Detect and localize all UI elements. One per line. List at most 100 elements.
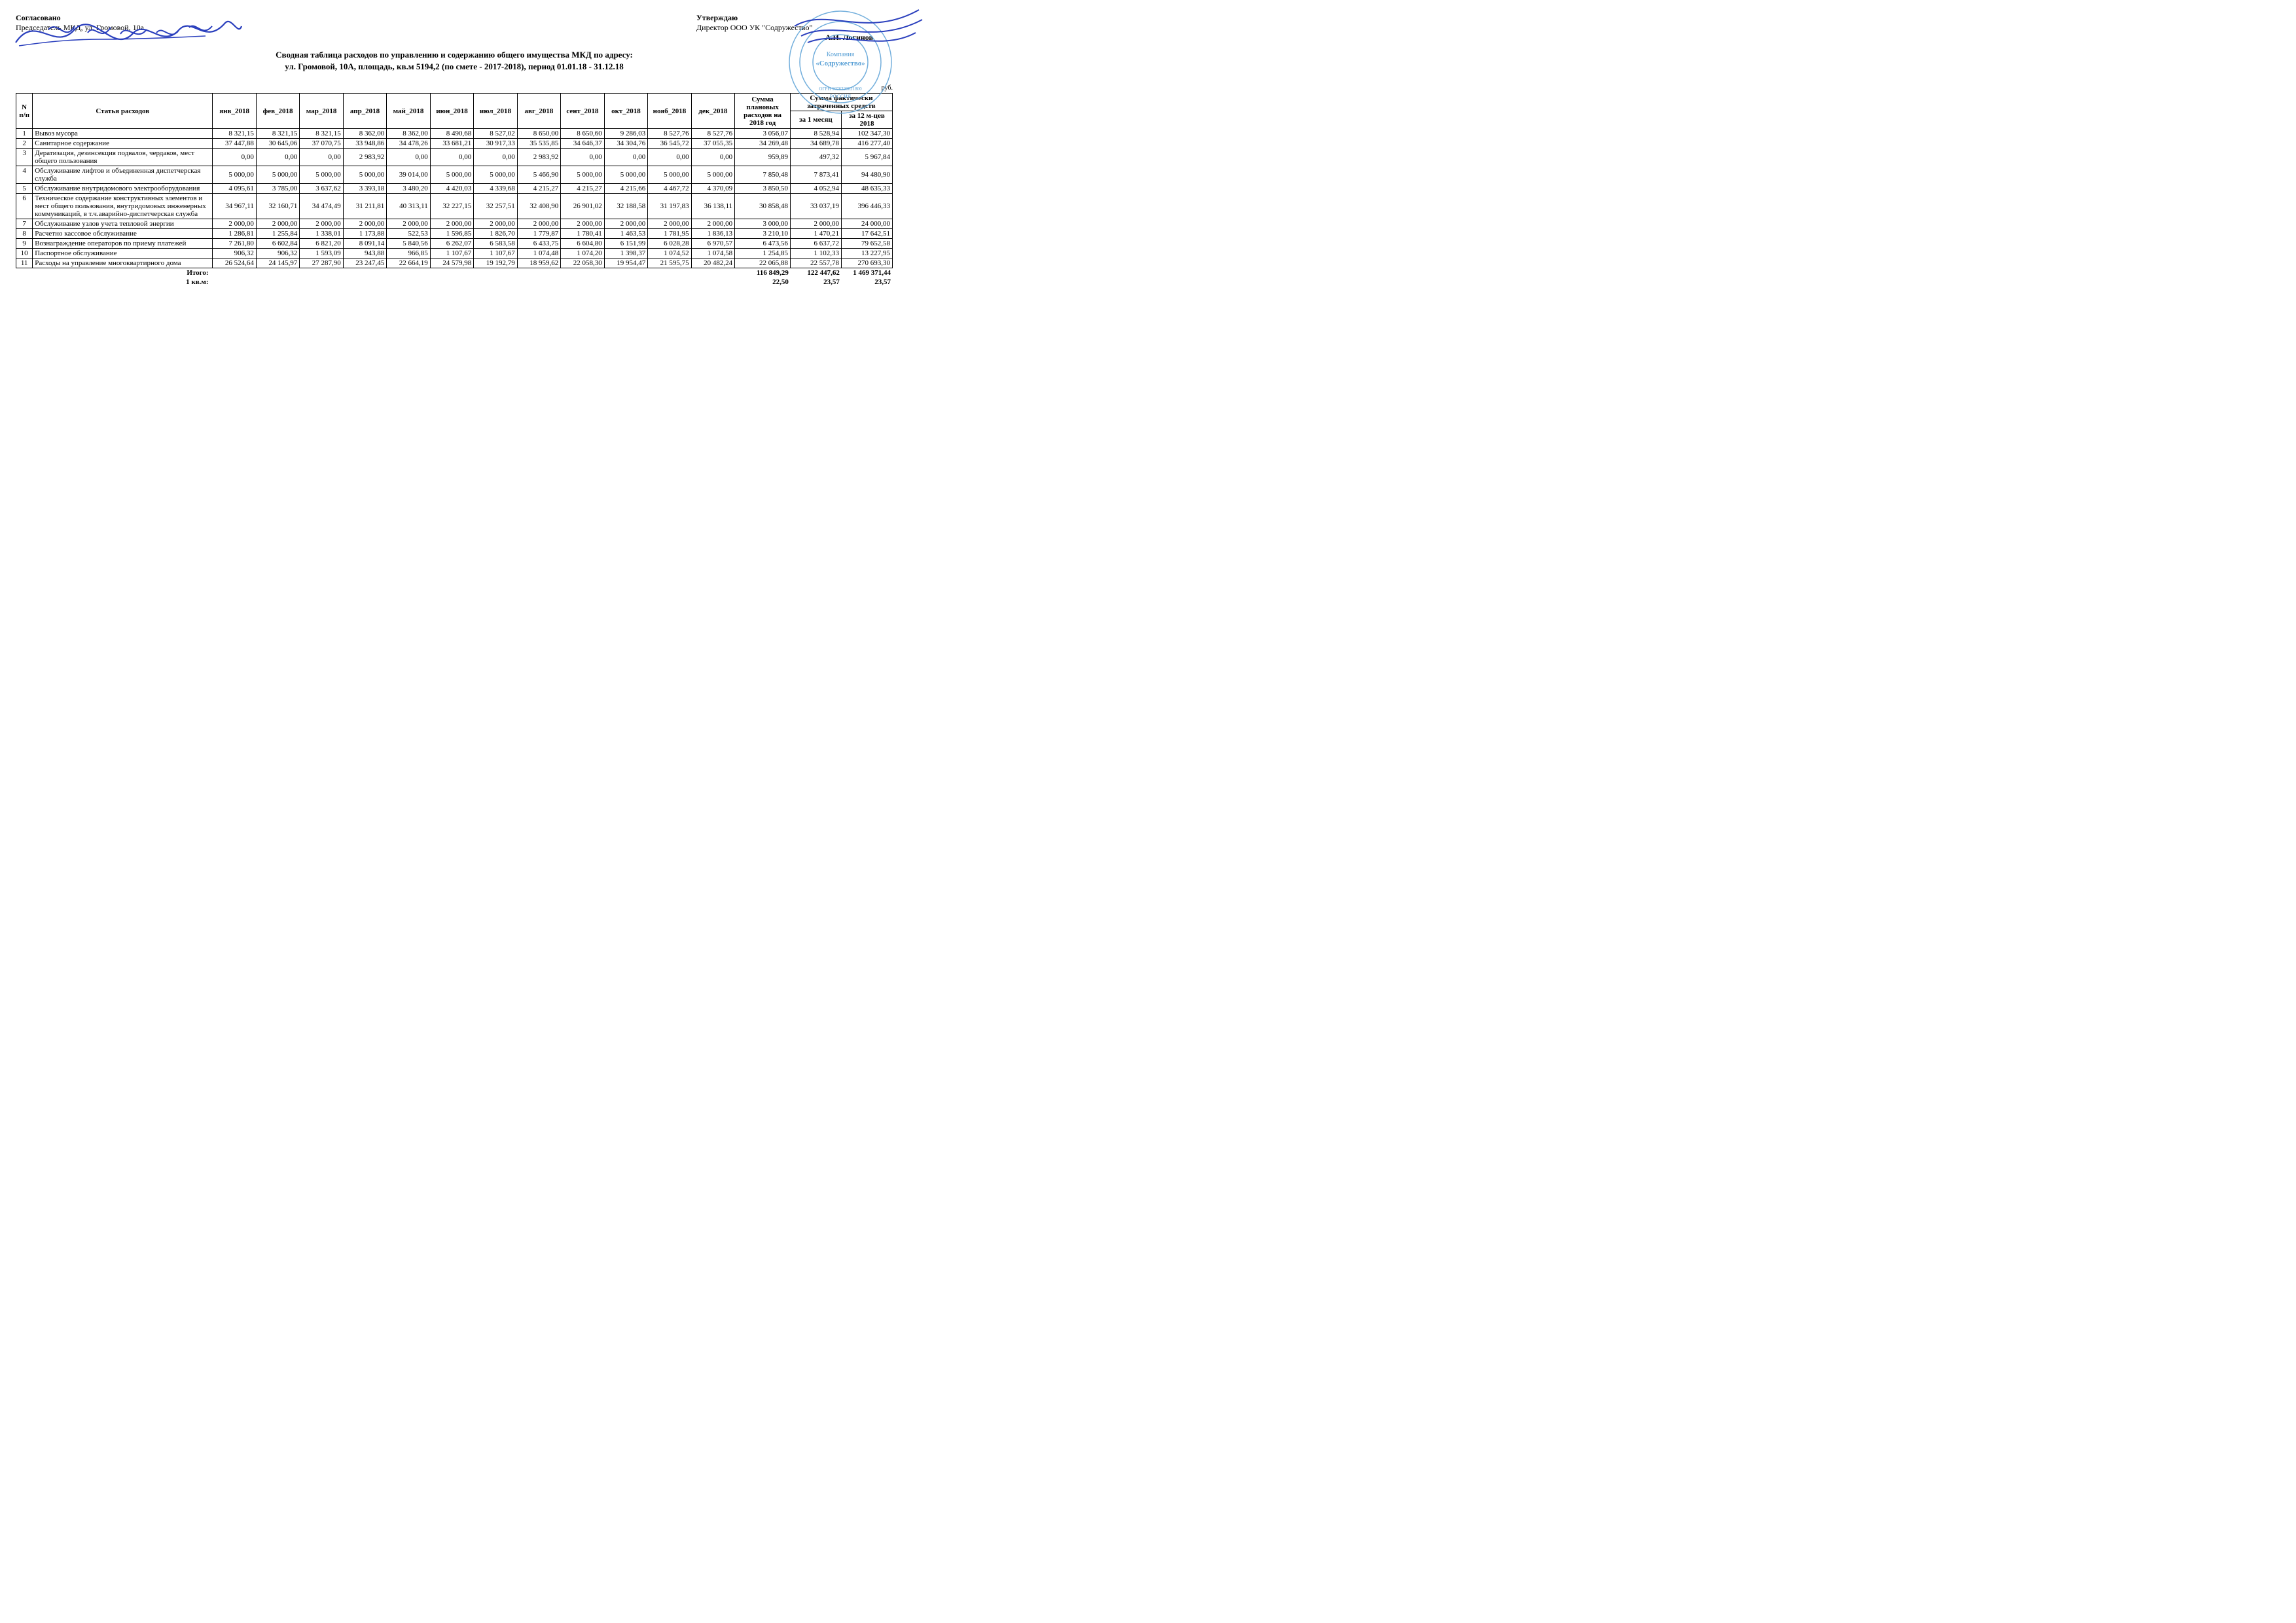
right-approval-block: Компания «Содружество» ОГРН 107632002180… — [696, 13, 893, 43]
cell-month: 2 000,00 — [256, 219, 299, 229]
cell-month: 1 286,81 — [213, 229, 256, 239]
col-dec: дек_2018 — [691, 94, 734, 129]
col-may: май_2018 — [387, 94, 430, 129]
cell-month: 32 408,90 — [517, 194, 560, 219]
table-row: 7Обслуживание узлов учета тепловой энерг… — [16, 219, 893, 229]
cell-month: 5 000,00 — [474, 166, 517, 184]
cell-month: 3 393,18 — [343, 184, 386, 194]
cell-month: 40 313,11 — [387, 194, 430, 219]
cell-month: 1 781,95 — [648, 229, 691, 239]
cell-month: 8 527,02 — [474, 129, 517, 139]
expense-table: N п/п Статья расходов янв_2018 фев_2018 … — [16, 93, 893, 268]
cell-month: 0,00 — [648, 149, 691, 166]
cell-month: 4 215,27 — [561, 184, 604, 194]
cell-n: 8 — [16, 229, 33, 239]
col-oct: окт_2018 — [604, 94, 647, 129]
table-row: 3Дератизация, дезинсекция подвалов, черд… — [16, 149, 893, 166]
cell-n: 5 — [16, 184, 33, 194]
cell-month: 27 287,90 — [300, 259, 343, 268]
col-jun: июн_2018 — [430, 94, 473, 129]
agreed-label: Согласовано — [16, 13, 212, 23]
cell-f1: 497,32 — [790, 149, 841, 166]
title-line2: ул. Громовой, 10А, площадь, кв.м 5194,2 … — [16, 61, 893, 73]
cell-month: 24 579,98 — [430, 259, 473, 268]
cell-month: 4 215,27 — [517, 184, 560, 194]
cell-month: 4 215,66 — [604, 184, 647, 194]
table-body: 1Вывоз мусора8 321,158 321,158 321,158 3… — [16, 129, 893, 268]
cell-month: 2 000,00 — [517, 219, 560, 229]
cell-month: 6 602,84 — [256, 239, 299, 249]
cell-month: 906,32 — [256, 249, 299, 259]
cell-month: 0,00 — [213, 149, 256, 166]
cell-month: 8 321,15 — [213, 129, 256, 139]
cell-month: 5 000,00 — [561, 166, 604, 184]
cell-month: 4 339,68 — [474, 184, 517, 194]
cell-f12: 48 635,33 — [841, 184, 892, 194]
col-item: Статья расходов — [33, 94, 213, 129]
col-jul: июл_2018 — [474, 94, 517, 129]
cell-month: 3 785,00 — [256, 184, 299, 194]
cell-month: 5 000,00 — [648, 166, 691, 184]
cell-month: 1 593,09 — [300, 249, 343, 259]
sqm-label: 1 кв.м: — [32, 277, 212, 287]
cell-f1: 4 052,94 — [790, 184, 841, 194]
cell-month: 1 596,85 — [430, 229, 473, 239]
cell-name: Вывоз мусора — [33, 129, 213, 139]
cell-month: 2 000,00 — [474, 219, 517, 229]
totals-table: Итого: 116 849,29 122 447,62 1 469 371,4… — [16, 268, 893, 287]
title-line1: Сводная таблица расходов по управлению и… — [16, 49, 893, 61]
cell-month: 5 000,00 — [256, 166, 299, 184]
cell-month: 32 188,58 — [604, 194, 647, 219]
cell-month: 5 000,00 — [604, 166, 647, 184]
cell-month: 9 286,03 — [604, 129, 647, 139]
cell-month: 23 247,45 — [343, 259, 386, 268]
cell-name: Расчетно кассовое обслуживание — [33, 229, 213, 239]
cell-month: 26 901,02 — [561, 194, 604, 219]
cell-month: 1 074,20 — [561, 249, 604, 259]
table-row: 2Санитарное содержание37 447,8830 645,06… — [16, 139, 893, 149]
cell-plan: 6 473,56 — [735, 239, 791, 249]
cell-month: 1 398,37 — [604, 249, 647, 259]
cell-month: 6 151,99 — [604, 239, 647, 249]
cell-month: 0,00 — [430, 149, 473, 166]
cell-month: 37 055,35 — [691, 139, 734, 149]
cell-month: 6 433,75 — [517, 239, 560, 249]
cell-month: 30 917,33 — [474, 139, 517, 149]
cell-month: 5 466,90 — [517, 166, 560, 184]
approved-label: Утверждаю — [696, 13, 893, 23]
cell-month: 0,00 — [387, 149, 430, 166]
cell-plan: 7 850,48 — [735, 166, 791, 184]
cell-month: 6 604,80 — [561, 239, 604, 249]
cell-month: 6 821,20 — [300, 239, 343, 249]
cell-month: 0,00 — [474, 149, 517, 166]
cell-month: 2 983,92 — [517, 149, 560, 166]
cell-month: 33 948,86 — [343, 139, 386, 149]
cell-f1: 6 637,72 — [790, 239, 841, 249]
cell-n: 2 — [16, 139, 33, 149]
cell-plan: 22 065,88 — [735, 259, 791, 268]
cell-plan: 3 056,07 — [735, 129, 791, 139]
cell-month: 32 227,15 — [430, 194, 473, 219]
cell-month: 1 074,48 — [517, 249, 560, 259]
sqm-f12: 23,57 — [842, 277, 893, 287]
cell-month: 20 482,24 — [691, 259, 734, 268]
cell-n: 11 — [16, 259, 33, 268]
cell-plan: 3 850,50 — [735, 184, 791, 194]
cell-month: 1 463,53 — [604, 229, 647, 239]
cell-month: 8 490,68 — [430, 129, 473, 139]
cell-f12: 5 967,84 — [841, 149, 892, 166]
cell-month: 906,32 — [213, 249, 256, 259]
director-name: А.И. Логинов — [696, 33, 893, 43]
cell-month: 0,00 — [300, 149, 343, 166]
cell-f1: 2 000,00 — [790, 219, 841, 229]
cell-month: 2 000,00 — [561, 219, 604, 229]
cell-f12: 13 227,95 — [841, 249, 892, 259]
cell-name: Обслуживание лифтов и объединенная диспе… — [33, 166, 213, 184]
cell-n: 3 — [16, 149, 33, 166]
cell-month: 19 954,47 — [604, 259, 647, 268]
cell-f12: 17 642,51 — [841, 229, 892, 239]
cell-month: 19 192,79 — [474, 259, 517, 268]
cell-f1: 1 470,21 — [790, 229, 841, 239]
cell-month: 1 780,41 — [561, 229, 604, 239]
cell-name: Обслуживание узлов учета тепловой энерги… — [33, 219, 213, 229]
